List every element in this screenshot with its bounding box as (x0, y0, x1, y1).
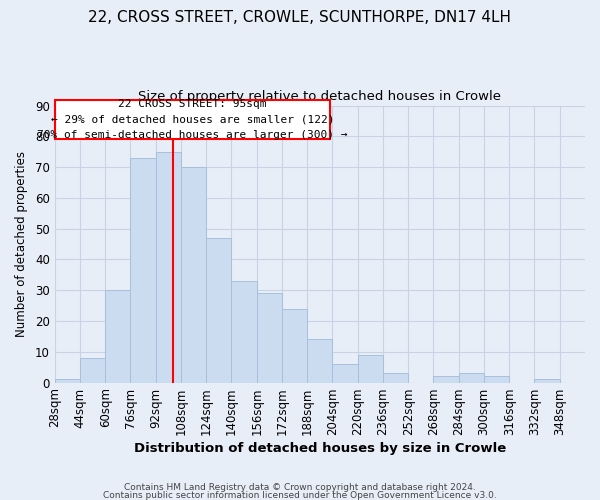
Bar (257, 294, 282, 382)
Text: Contains public sector information licensed under the Open Government Licence v3: Contains public sector information licen… (103, 490, 497, 500)
Bar (332, 364, 358, 382)
Bar (535, 380, 560, 382)
Title: Size of property relative to detached houses in Crowle: Size of property relative to detached ho… (139, 90, 502, 103)
Bar (55, 380, 80, 382)
Bar (155, 152, 181, 382)
Bar (181, 167, 206, 382)
Text: 22, CROSS STREET, CROWLE, SCUNTHORPE, DN17 4LH: 22, CROSS STREET, CROWLE, SCUNTHORPE, DN… (89, 10, 511, 25)
Text: Contains HM Land Registry data © Crown copyright and database right 2024.: Contains HM Land Registry data © Crown c… (124, 483, 476, 492)
Bar (358, 355, 383, 382)
Bar (433, 376, 459, 382)
Bar (459, 374, 484, 382)
X-axis label: Distribution of detached houses by size in Crowle: Distribution of detached houses by size … (134, 442, 506, 455)
Bar (130, 158, 155, 382)
Bar (80, 358, 105, 382)
Bar (105, 290, 130, 382)
Bar (232, 281, 257, 382)
Bar (282, 308, 307, 382)
Bar (307, 340, 332, 382)
Text: 22 CROSS STREET: 95sqm
← 29% of detached houses are smaller (122)
70% of semi-de: 22 CROSS STREET: 95sqm ← 29% of detached… (37, 99, 348, 140)
Bar (484, 376, 509, 382)
Y-axis label: Number of detached properties: Number of detached properties (15, 151, 28, 337)
Bar (206, 238, 232, 382)
Bar (383, 374, 408, 382)
